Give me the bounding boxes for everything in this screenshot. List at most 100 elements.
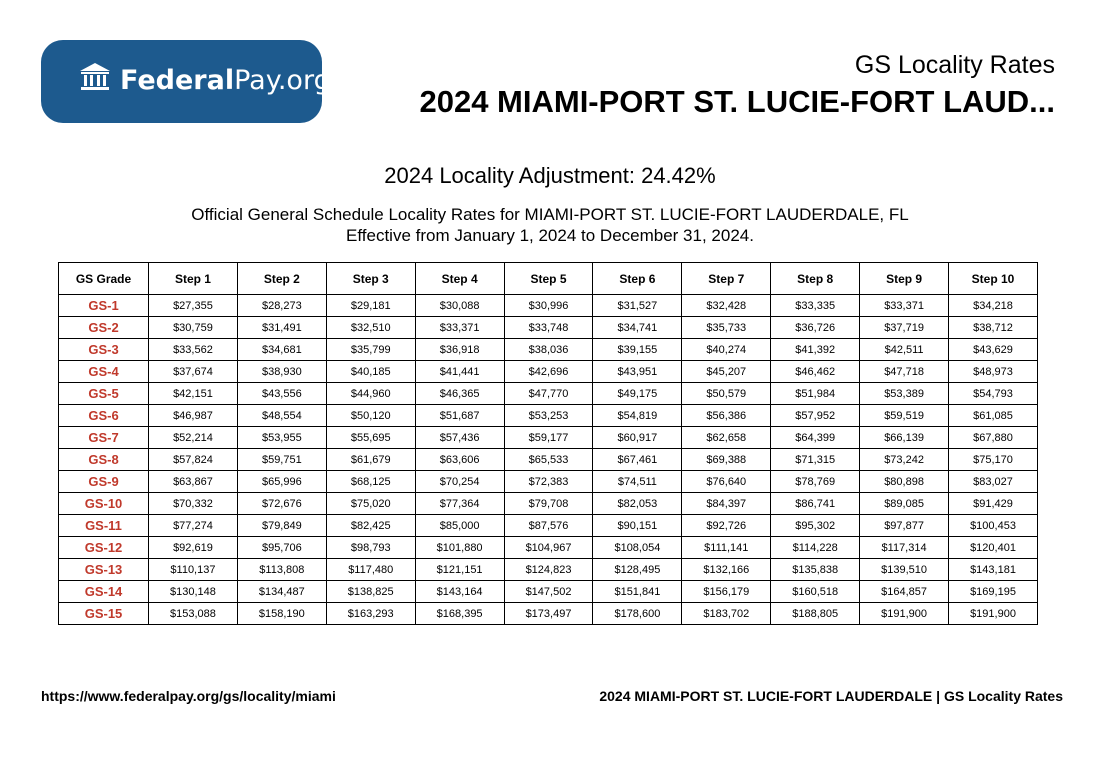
rates-table: GS Grade Step 1 Step 2 Step 3 Step 4 Step 5 St… [58,262,1038,625]
pay-cell: $51,984 [770,382,861,405]
pay-cell: $41,392 [770,338,861,361]
pay-cell: $37,719 [859,316,950,339]
pay-cell: $39,155 [592,338,683,361]
pay-cell: $153,088 [148,602,238,625]
column-header: Step 6 [592,262,683,295]
grade-cell: GS-2 [58,316,149,339]
pay-cell: $41,441 [414,360,505,383]
column-header: Step 2 [236,262,327,295]
pay-cell: $46,987 [148,404,238,427]
table-row: GS-2 $30,759 $31,491 $32,510 $33,371 $33,748 $… [58,316,1038,339]
pay-cell: $27,355 [148,294,238,317]
pay-cell: $42,696 [503,360,594,383]
pay-cell: $79,849 [236,514,327,537]
pay-cell: $43,556 [236,382,327,405]
pay-cell: $78,769 [770,470,861,493]
pay-cell: $87,576 [503,514,594,537]
pay-cell: $53,955 [236,426,327,449]
pay-cell: $34,681 [236,338,327,361]
page-title: 2024 MIAMI-PORT ST. LUCIE-FORT LAUD... [419,84,1055,119]
pay-cell: $178,600 [592,602,683,625]
grade-cell: GS-10 [58,492,149,515]
pay-cell: $66,139 [859,426,950,449]
pay-cell: $74,511 [592,470,683,493]
header-subtitle: GS Locality Rates [854,51,1055,79]
pay-cell: $35,799 [325,338,416,361]
pay-cell: $54,819 [592,404,683,427]
pay-cell: $130,148 [148,580,238,603]
pay-cell: $95,302 [770,514,861,537]
pay-cell: $110,137 [148,558,238,581]
pay-cell: $151,841 [592,580,683,603]
pay-cell: $57,436 [414,426,505,449]
pay-cell: $77,274 [148,514,238,537]
pay-cell: $29,181 [325,294,416,317]
pay-cell: $68,125 [325,470,416,493]
pay-cell: $65,996 [236,470,327,493]
column-header: Step 4 [414,262,505,295]
pay-cell: $169,195 [948,580,1038,603]
pay-cell: $47,770 [503,382,594,405]
pay-cell: $168,395 [414,602,505,625]
pay-cell: $34,741 [592,316,683,339]
pay-cell: $53,389 [859,382,950,405]
pay-cell: $59,519 [859,404,950,427]
pay-cell: $90,151 [592,514,683,537]
table-row: GS-7 $52,214 $53,955 $55,695 $57,436 $59,177 $… [58,426,1038,449]
pay-cell: $33,371 [414,316,505,339]
pay-cell: $156,179 [681,580,772,603]
table-row: GS-11 $77,274 $79,849 $82,425 $85,000 $87,576… [58,514,1038,537]
pay-cell: $36,726 [770,316,861,339]
pay-cell: $42,151 [148,382,238,405]
pay-cell: $128,495 [592,558,683,581]
pay-cell: $89,085 [859,492,950,515]
pay-cell: $117,480 [325,558,416,581]
pay-cell: $79,708 [503,492,594,515]
pay-cell: $57,952 [770,404,861,427]
pay-cell: $61,085 [948,404,1038,427]
pay-cell: $51,687 [414,404,505,427]
grade-cell: GS-15 [58,602,149,625]
column-header: Step 9 [859,262,950,295]
federalpay-logo[interactable]: FederalPay.org [41,40,331,123]
pay-cell: $120,401 [948,536,1038,559]
table-row: GS-9 $63,867 $65,996 $68,125 $70,254 $72,383 $… [58,470,1038,493]
bank-icon [80,63,110,90]
pay-cell: $43,629 [948,338,1038,361]
pay-cell: $72,676 [236,492,327,515]
pay-cell: $75,170 [948,448,1038,471]
description-line-1: Official General Schedule Locality Rates… [191,205,909,224]
pay-cell: $33,335 [770,294,861,317]
pay-cell: $34,218 [948,294,1038,317]
pay-cell: $76,640 [681,470,772,493]
pay-cell: $117,314 [859,536,950,559]
pay-cell: $40,274 [681,338,772,361]
pay-cell: $121,151 [414,558,505,581]
pay-cell: $75,020 [325,492,416,515]
pay-cell: $124,823 [503,558,594,581]
pay-cell: $48,973 [948,360,1038,383]
pay-cell: $56,386 [681,404,772,427]
pay-cell: $191,900 [948,602,1038,625]
pay-cell: $95,706 [236,536,327,559]
table-row: GS-6 $46,987 $48,554 $50,120 $51,687 $53,253 $… [58,404,1038,427]
pay-cell: $97,877 [859,514,950,537]
pay-cell: $55,695 [325,426,416,449]
table-body: GS-1 $27,355 $28,273 $29,181 $30,088 $30,996 $… [58,294,1038,625]
pay-cell: $52,214 [148,426,238,449]
footer-url-link[interactable]: https://www.federalpay.org/gs/locality/m… [41,688,336,704]
grade-cell: GS-14 [58,580,149,603]
pay-cell: $46,365 [414,382,505,405]
pay-cell: $82,425 [325,514,416,537]
grade-cell: GS-5 [58,382,149,405]
pay-cell: $85,000 [414,514,505,537]
pay-cell: $164,857 [859,580,950,603]
pay-cell: $132,166 [681,558,772,581]
pay-cell: $92,619 [148,536,238,559]
pay-cell: $33,748 [503,316,594,339]
pay-cell: $191,900 [859,602,950,625]
table-row: GS-5 $42,151 $43,556 $44,960 $46,365 $47,770 $… [58,382,1038,405]
pay-cell: $135,838 [770,558,861,581]
pay-cell: $60,917 [592,426,683,449]
pay-cell: $59,751 [236,448,327,471]
